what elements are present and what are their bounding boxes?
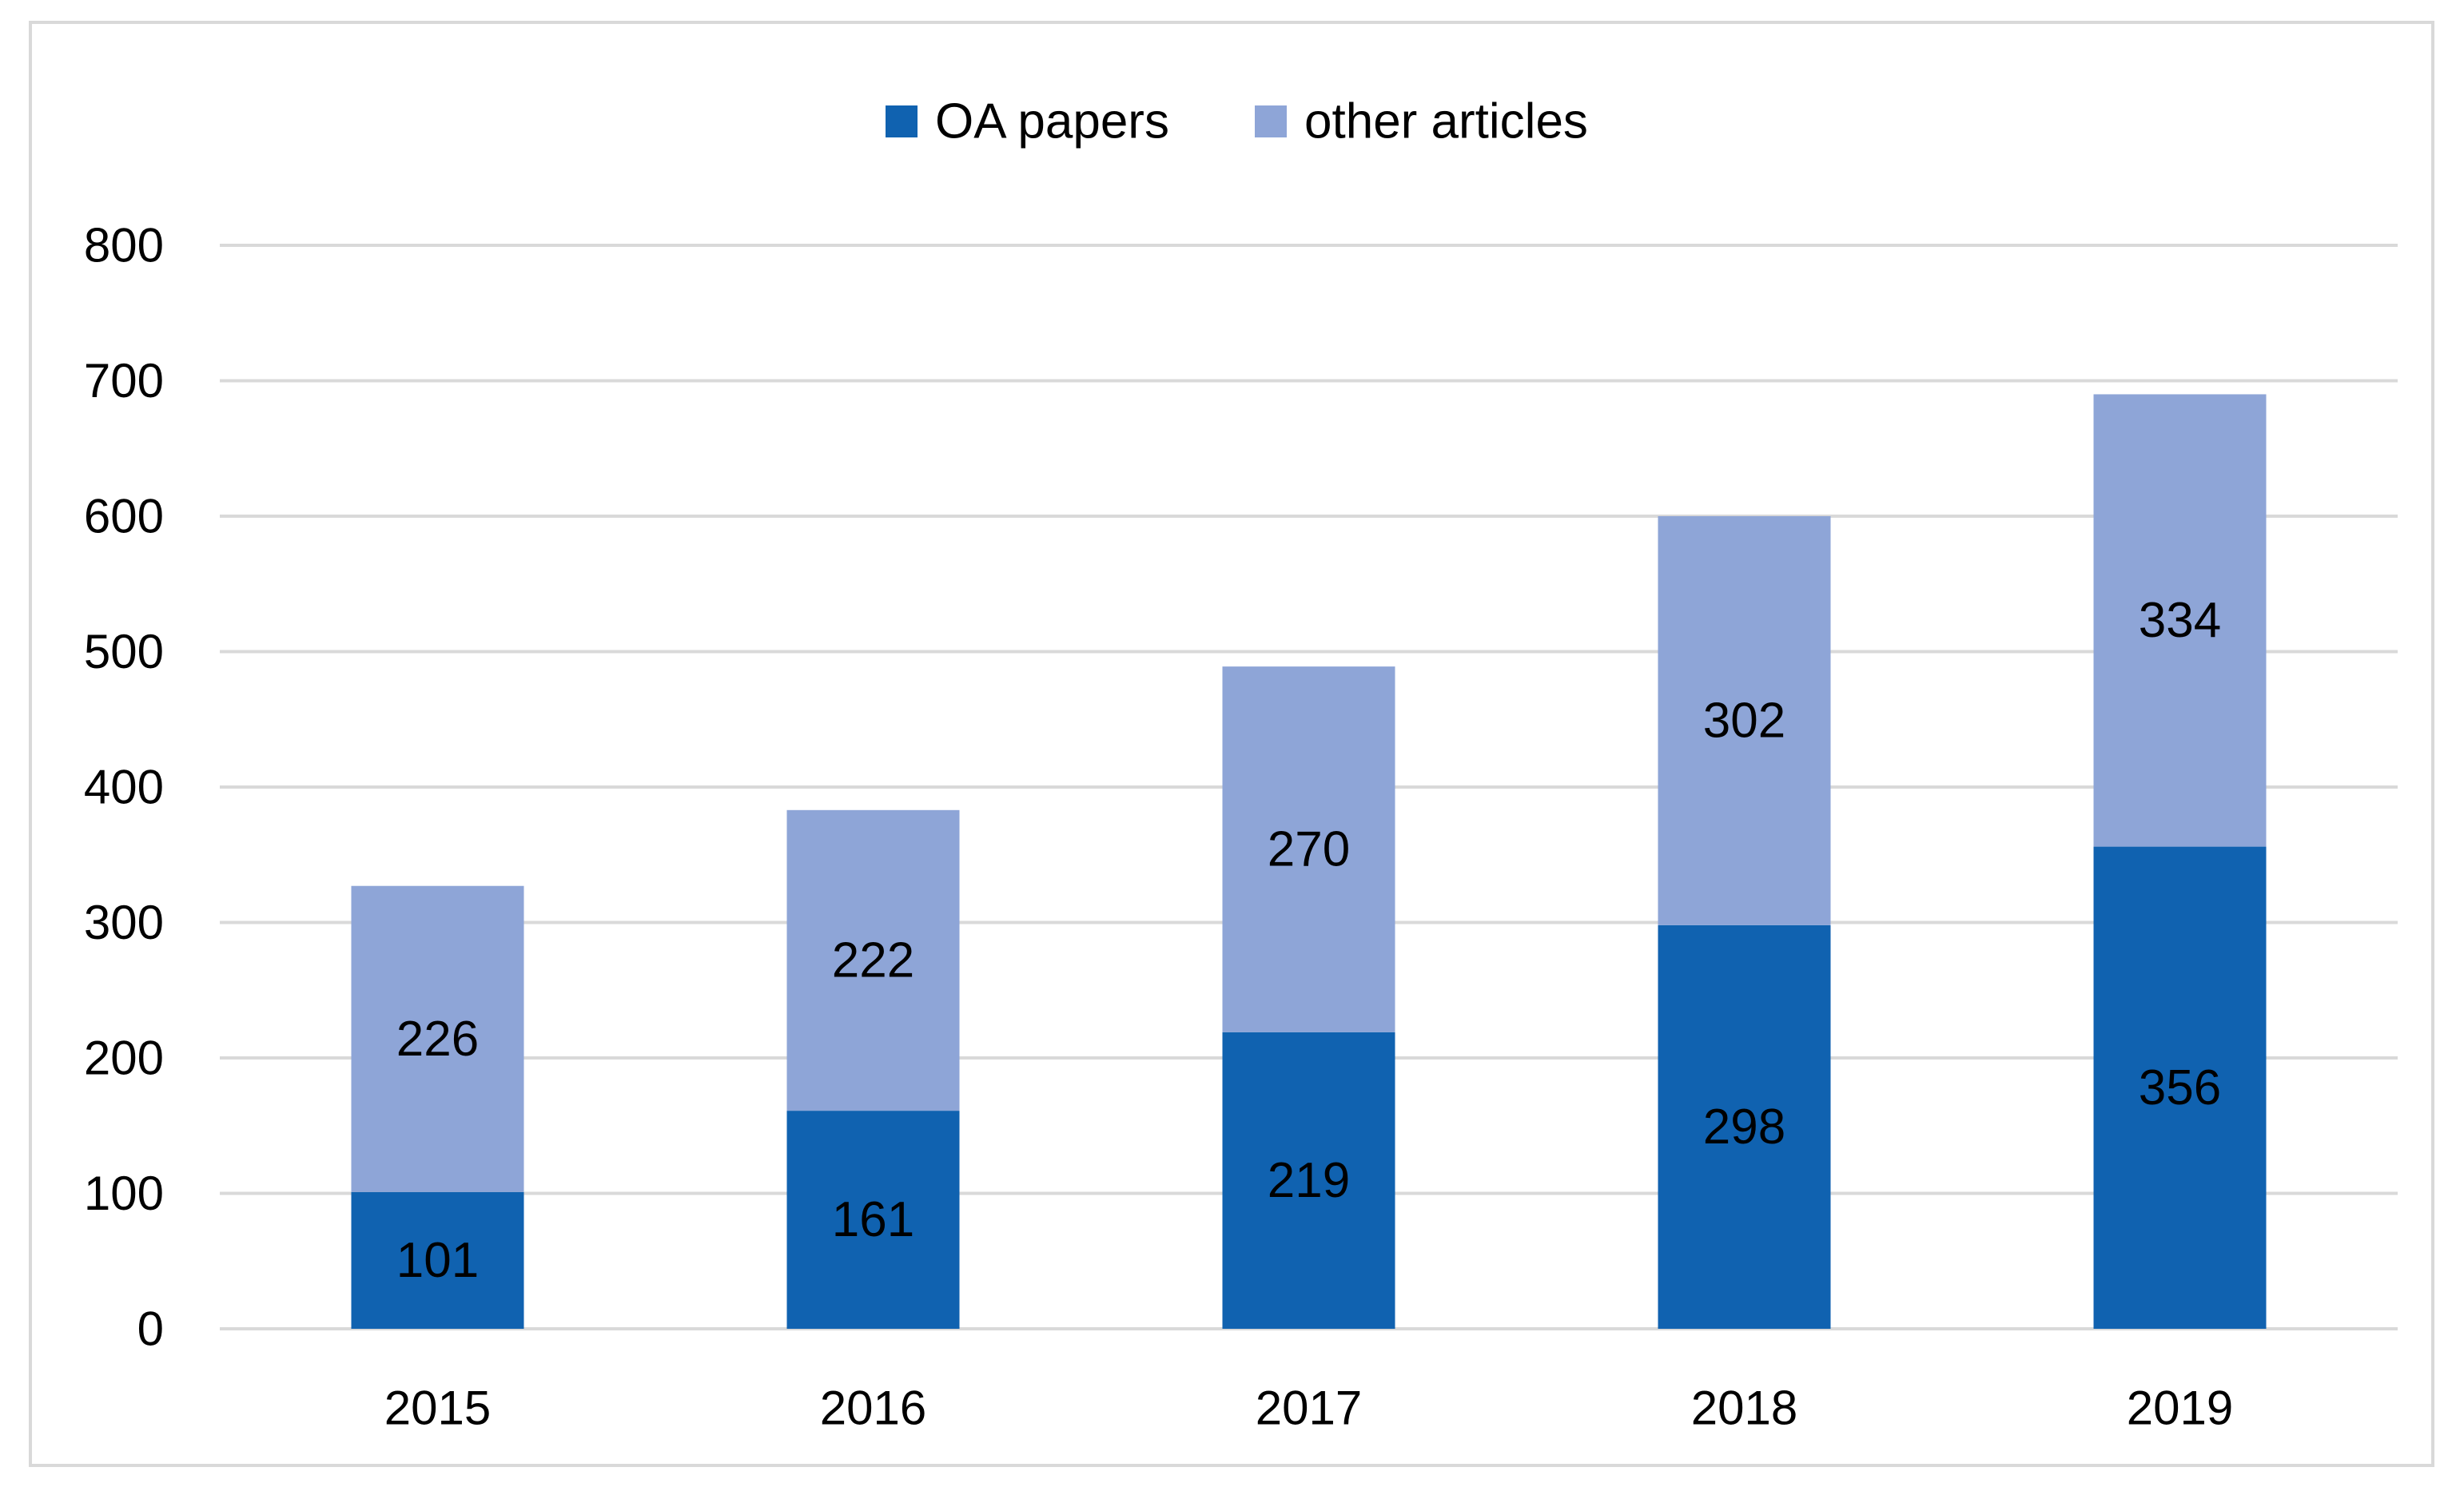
- y-tick-label: 600: [84, 490, 164, 543]
- data-label: 219: [1268, 1153, 1350, 1208]
- x-tick-label: 2015: [384, 1382, 491, 1435]
- x-tick-label: 2019: [2127, 1382, 2233, 1435]
- bar-oa-papers: [786, 1111, 960, 1329]
- x-tick-label: 2018: [1691, 1382, 1797, 1435]
- x-tick-label: 2016: [820, 1382, 926, 1435]
- y-tick-label: 0: [137, 1302, 164, 1356]
- legend-label: other articles: [1304, 94, 1588, 149]
- y-tick-label: 700: [84, 354, 164, 408]
- data-label: 222: [832, 932, 914, 988]
- data-label: 101: [396, 1233, 479, 1288]
- legend: OA papers other articles: [886, 94, 1588, 149]
- chart-frame: OA papers other articles 0 100 200 300 400 500…: [29, 21, 2434, 1467]
- legend-label: OA papers: [935, 94, 1169, 149]
- legend-swatch-oa-papers: [886, 105, 918, 137]
- data-label: 334: [2139, 593, 2221, 648]
- data-label: 270: [1268, 821, 1350, 877]
- bar-other-articles: [1658, 516, 1831, 925]
- data-label: 302: [1703, 693, 1785, 748]
- stacked-bar-chart: OA papers other articles 0 100 200 300 400 500…: [84, 94, 2398, 1435]
- data-label: 226: [396, 1012, 479, 1067]
- y-tick-label: 200: [84, 1032, 164, 1085]
- bar-oa-papers: [1658, 924, 1831, 1329]
- data-label: 161: [832, 1192, 914, 1247]
- bar-other-articles: [1222, 666, 1395, 1032]
- y-tick-label: 500: [84, 625, 164, 678]
- data-label: 298: [1703, 1099, 1785, 1155]
- x-tick-label: 2017: [1256, 1382, 1362, 1435]
- y-tick-label: 400: [84, 761, 164, 814]
- data-label: 356: [2139, 1060, 2221, 1115]
- bar-other-articles: [786, 809, 960, 1111]
- y-axis: 0 100 200 300 400 500 600 700 800: [84, 219, 164, 1356]
- y-tick-label: 100: [84, 1167, 164, 1220]
- y-tick-label: 300: [84, 896, 164, 949]
- bar-other-articles: [351, 885, 524, 1192]
- bar-oa-papers: [1222, 1032, 1395, 1329]
- bar-oa-papers: [2093, 846, 2267, 1329]
- legend-swatch-other-articles: [1255, 105, 1287, 137]
- bar-other-articles: [2093, 394, 2267, 847]
- bar-oa-papers: [351, 1191, 524, 1329]
- y-tick-label: 800: [84, 219, 164, 272]
- bars: 101 226 161 222 219 270 298 302 356 334: [351, 394, 2267, 1329]
- x-axis: 2015 2016 2017 2018 2019: [384, 1382, 2233, 1435]
